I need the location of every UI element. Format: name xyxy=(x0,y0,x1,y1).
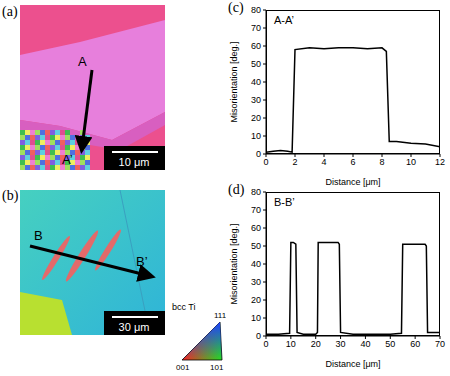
svg-text:0: 0 xyxy=(256,149,261,159)
svg-text:6: 6 xyxy=(350,157,355,167)
svg-text:60: 60 xyxy=(410,339,420,349)
svg-text:50: 50 xyxy=(385,339,395,349)
html-text:Misorientation [deg.]: Misorientation [deg.] xyxy=(229,223,239,305)
svg-text:80: 80 xyxy=(251,5,261,15)
svg-text:A: A xyxy=(78,54,87,69)
svg-text:40: 40 xyxy=(251,259,261,269)
svg-text:40: 40 xyxy=(251,77,261,87)
svg-text:60: 60 xyxy=(251,223,261,233)
svg-text:(b): (b) xyxy=(2,188,19,204)
svg-text:70: 70 xyxy=(435,339,445,349)
svg-text:0: 0 xyxy=(256,331,261,341)
svg-text:10: 10 xyxy=(286,339,296,349)
svg-text:70: 70 xyxy=(251,205,261,215)
svg-text:0: 0 xyxy=(263,339,268,349)
svg-text:50: 50 xyxy=(251,241,261,251)
html-text:(c): (c) xyxy=(228,0,244,15)
svg-text:0: 0 xyxy=(263,157,268,167)
svg-text:20: 20 xyxy=(251,295,261,305)
svg-text:2: 2 xyxy=(292,157,297,167)
svg-text:A’: A’ xyxy=(62,152,73,167)
svg-text:70: 70 xyxy=(251,23,261,33)
svg-text:30: 30 xyxy=(251,277,261,287)
html-text:Distance [μm]: Distance [μm] xyxy=(325,359,381,369)
html-text:Distance [μm]: Distance [μm] xyxy=(325,177,381,187)
svg-text:10 μm: 10 μm xyxy=(119,156,150,168)
svg-text:30: 30 xyxy=(336,339,346,349)
svg-text:12: 12 xyxy=(435,157,445,167)
svg-text:4: 4 xyxy=(321,157,326,167)
svg-text:30 μm: 30 μm xyxy=(119,321,150,333)
svg-text:111: 111 xyxy=(214,311,226,320)
svg-text:80: 80 xyxy=(251,187,261,197)
html-text:B-B’: B-B’ xyxy=(274,196,295,208)
svg-text:(a): (a) xyxy=(2,4,18,20)
svg-text:101: 101 xyxy=(210,363,224,372)
svg-text:10: 10 xyxy=(251,131,261,141)
html-text:(d): (d) xyxy=(228,182,245,197)
svg-text:40: 40 xyxy=(360,339,370,349)
html-text:A-A’: A-A’ xyxy=(274,14,294,26)
svg-text:B’: B’ xyxy=(136,254,148,269)
svg-text:001: 001 xyxy=(176,363,190,372)
svg-text:60: 60 xyxy=(251,41,261,51)
svg-text:10: 10 xyxy=(406,157,416,167)
svg-text:20: 20 xyxy=(311,339,321,349)
svg-text:50: 50 xyxy=(251,59,261,69)
svg-text:B: B xyxy=(34,228,43,243)
svg-text:8: 8 xyxy=(379,157,384,167)
svg-text:10: 10 xyxy=(251,313,261,323)
svg-text:20: 20 xyxy=(251,113,261,123)
svg-text:30: 30 xyxy=(251,95,261,105)
svg-text:bcc Ti: bcc Ti xyxy=(172,302,196,312)
html-text:Misorientation [deg.]: Misorientation [deg.] xyxy=(229,41,239,123)
